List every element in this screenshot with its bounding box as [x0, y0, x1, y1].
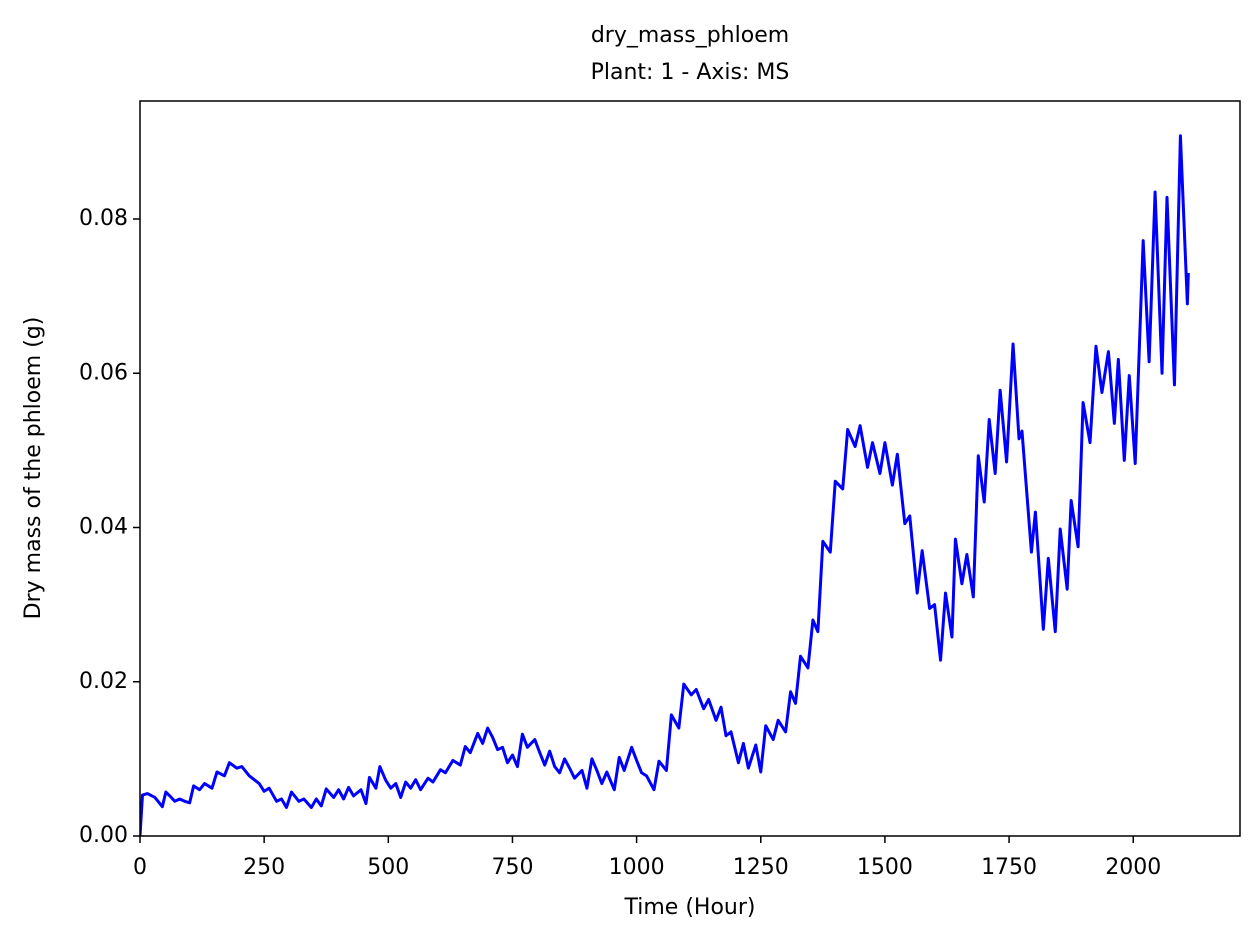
chart-title: dry_mass_phloem [591, 23, 789, 48]
x-tick-label: 0 [133, 855, 147, 880]
x-tick-label: 1000 [609, 855, 665, 880]
y-tick-label: 0.04 [79, 515, 128, 540]
x-tick-label: 250 [243, 855, 285, 880]
x-tick-label: 500 [367, 855, 409, 880]
x-tick-label: 2000 [1105, 855, 1161, 880]
y-tick-label: 0.06 [79, 360, 128, 385]
plot-frame [139, 100, 1241, 837]
x-tick-label: 750 [491, 855, 533, 880]
y-tick-label: 0.08 [79, 206, 128, 231]
y-axis-label: Dry mass of the phloem (g) [21, 317, 46, 620]
x-axis-label: Time (Hour) [624, 895, 756, 920]
x-tick-label: 1500 [857, 855, 913, 880]
x-tick-label: 1750 [981, 855, 1037, 880]
chart-subtitle: Plant: 1 - Axis: MS [591, 60, 790, 85]
data-line [140, 134, 1190, 836]
x-tick-label: 1250 [733, 855, 789, 880]
y-tick-label: 0.02 [79, 669, 128, 694]
y-tick-label: 0.00 [79, 823, 128, 848]
